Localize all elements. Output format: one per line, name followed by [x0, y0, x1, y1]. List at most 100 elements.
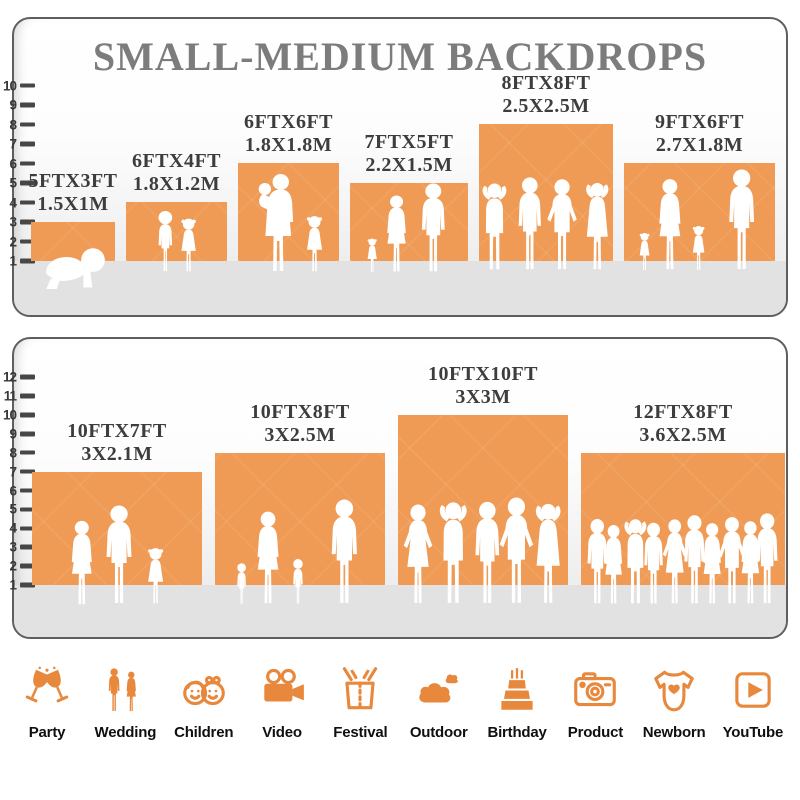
backdrop-size-m: 2.7X1.8M [655, 134, 744, 157]
category-label: Video [262, 724, 302, 741]
ruler-tick-8: 8 [0, 445, 35, 460]
ruler-tick-mark-icon [20, 507, 35, 512]
ruler-tick-mark-icon [20, 412, 35, 418]
backdrop-9ftx6ft: 9FTX6FT 2.7X1.8M [624, 111, 775, 261]
backdrop-size-m: 1.8X1.2M [132, 173, 221, 196]
party-icon [23, 666, 71, 704]
ruler-tick-number: 12 [2, 369, 17, 385]
ruler-tick-10: 10 [0, 407, 35, 422]
ruler-tick-8: 8 [0, 117, 35, 132]
ruler-tick-number: 3 [9, 539, 17, 555]
backdrop-size-ft: 9FTX6FT [654, 110, 745, 133]
category-label: YouTube [722, 724, 784, 741]
category-festival: Festival [329, 655, 391, 741]
backdrop-size-m: 2.5X2.5M [502, 95, 590, 118]
backdrop-size-m: 1.5X1M [37, 193, 109, 216]
ruler-tick-1: 1 [0, 578, 35, 593]
ruler-tick-number: 6 [9, 156, 17, 171]
category-product: Product [564, 655, 626, 741]
ruler-tick-mark-icon [20, 180, 35, 186]
ruler-tick-mark-icon [20, 393, 35, 399]
ruler-tick-6: 6 [0, 483, 35, 498]
ruler-tick-number: 5 [9, 501, 17, 517]
product-icon [574, 672, 617, 707]
outdoor-icon [419, 674, 458, 703]
ruler-tick-number: 9 [9, 97, 17, 113]
backdrop-label: 6FTX6FT 1.8X1.8M [169, 111, 409, 158]
backdrop-size-m: 3.6X2.5M [639, 424, 727, 447]
ruler-tick-mark-icon [20, 469, 35, 474]
ruler-tick-number: 8 [9, 445, 17, 461]
backdrop-label: 5FTX3FT 1.5X1M [0, 170, 193, 217]
five-adults-silhouette-icon [399, 497, 567, 605]
category-row: Party Wedding Children Video Festival Outdoor… [0, 655, 800, 741]
ruler-tick-mark-icon [20, 563, 35, 569]
backdrop-size-ft: 12FTX8FT [633, 400, 733, 423]
video-icon [262, 668, 306, 704]
category-label: Outdoor [409, 724, 468, 741]
category-video: Video [251, 655, 313, 741]
ruler-tick-7: 7 [0, 137, 35, 152]
ruler-tick-6: 6 [0, 156, 35, 171]
ruler-tick-7: 7 [0, 464, 35, 479]
ruler-tick-number: 8 [9, 117, 17, 132]
ruler-tick-mark-icon [20, 258, 35, 264]
ruler-tick-mark-icon [20, 161, 35, 166]
ruler-tick-9: 9 [0, 98, 35, 113]
ruler-tick-number: 1 [9, 577, 17, 593]
ruler-tick-5: 5 [0, 176, 35, 191]
backdrop-size-m: 2.2X1.5M [365, 154, 453, 177]
ruler-tick-mark-icon [20, 431, 35, 437]
ruler-tick-mark-icon [20, 450, 35, 455]
backdrop-label: 10FTX7FT 3X2.1M [0, 420, 237, 467]
crowd-of-adults-silhouette-icon [583, 511, 783, 605]
category-youtube: YouTube [722, 655, 784, 741]
small-medium-panel: SMALL-MEDIUM BACKDROPS 10 9 8 7 6 5 4 3 2 1 5FTX3… [3, 17, 788, 317]
backdrop-10ftx7ft: 10FTX7FT 3X2.1M [32, 420, 202, 585]
ruler-tick-4: 4 [0, 195, 35, 210]
category-party: Party [16, 655, 78, 741]
ruler-tick-number: 4 [9, 520, 17, 536]
ruler-tick-mark-icon [20, 122, 35, 127]
two-children-silhouette-icon [155, 210, 199, 273]
ruler-tick-mark-icon [20, 544, 35, 550]
backdrop-6ftx4ft: 6FTX4FT 1.8X1.2M [126, 150, 227, 261]
ruler-tick-mark-icon [20, 526, 35, 531]
category-wedding: Wedding [94, 655, 156, 741]
category-outdoor: Outdoor [408, 655, 470, 741]
category-birthday: Birthday [486, 655, 548, 741]
backdrop-5ftx3ft: 5FTX3FT 1.5X1M [28, 170, 117, 261]
ruler-tick-mark-icon [20, 239, 35, 244]
ruler-tick-number: 2 [9, 234, 17, 249]
family-of-three-silhouette-icon [366, 183, 452, 273]
floor-area [14, 585, 786, 637]
backdrop-label: 8FTX8FT 2.5X2.5M [426, 72, 666, 119]
backdrop-size-m: 3X2.5M [264, 424, 336, 447]
ruler-tick-10: 10 [0, 78, 35, 93]
category-label: Birthday [487, 724, 547, 741]
category-label: Festival [333, 724, 388, 741]
backdrop-label: 12FTX8FT 3.6X2.5M [563, 401, 800, 448]
family-of-four-silhouette-icon [638, 169, 762, 271]
ruler-tick-number: 6 [9, 483, 17, 498]
category-label: Newborn [642, 724, 706, 741]
birthday-icon [501, 668, 533, 710]
backdrop-size-ft: 5FTX3FT [28, 169, 118, 192]
backdrop-label: 10FTX8FT 3X2.5M [180, 401, 420, 448]
page-title: SMALL-MEDIUM BACKDROPS [92, 34, 708, 79]
backdrop-size-ft: 6FTX4FT [131, 149, 222, 172]
backdrop-size-m: 1.8X1.8M [244, 134, 333, 157]
backdrop-size-ft: 10FTX8FT [250, 400, 350, 423]
ruler-tick-9: 9 [0, 426, 35, 441]
ruler-tick-11: 11 [0, 389, 35, 404]
backdrop-label: 6FTX4FT 1.8X1.2M [57, 150, 297, 197]
festival-icon [343, 667, 378, 710]
ruler-tick-number: 7 [9, 464, 17, 480]
ruler-tick-number: 2 [9, 558, 17, 574]
four-adults-silhouette-icon [477, 175, 615, 271]
ruler-tick-12: 12 [0, 370, 35, 385]
backdrop-7ftx5ft: 7FTX5FT 2.2X1.5M [350, 131, 468, 261]
ruler-tick-number: 9 [9, 426, 17, 442]
category-label: Party [28, 724, 66, 741]
